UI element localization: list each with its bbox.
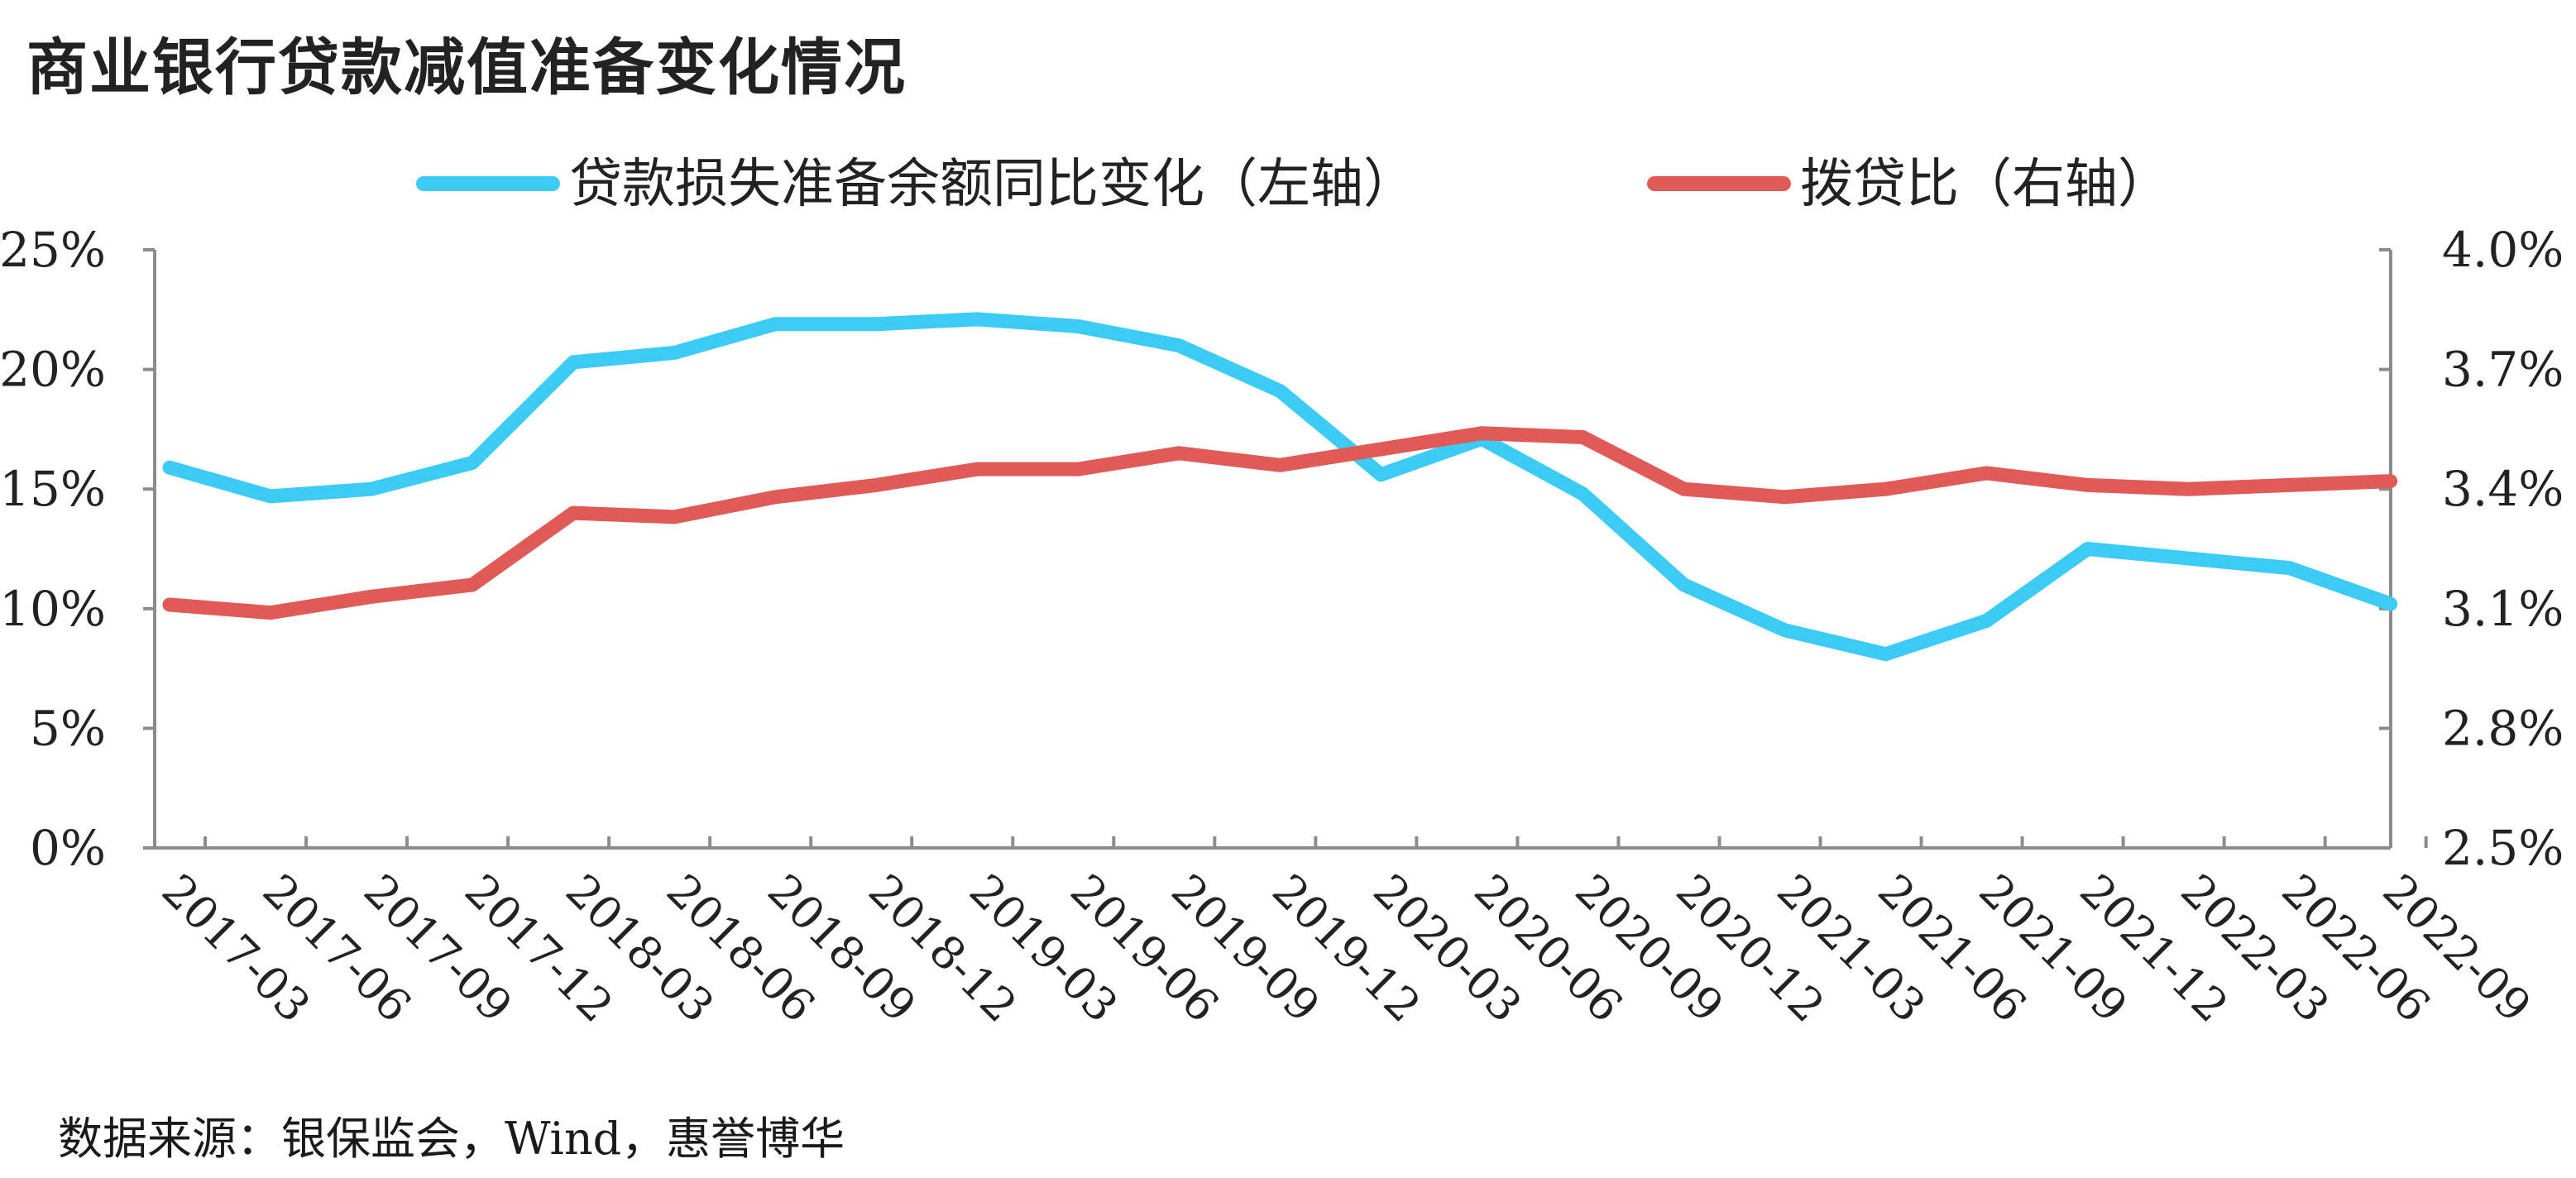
right-tick-label: 3.1%	[2442, 581, 2564, 637]
right-tick-label: 3.4%	[2442, 461, 2564, 517]
right-tick-label: 2.8%	[2442, 700, 2564, 756]
legend-label-left-series: 贷款损失准备余额同比变化（左轴）	[569, 154, 1416, 215]
left-tick-label: 10%	[0, 581, 106, 637]
axes	[153, 250, 2392, 850]
right-tick-label: 4.0%	[2442, 222, 2564, 278]
left-tick-label: 0%	[30, 820, 106, 876]
legend-label-right-series: 拨贷比（右轴）	[1800, 154, 2171, 215]
series-line-loan-loss-reserve-yoy	[162, 312, 2398, 662]
left-tick-label: 20%	[0, 342, 106, 398]
left-axis-ticks: 0% 5% 10% 15% 20% 25%	[0, 222, 155, 876]
right-tick-label: 2.5%	[2442, 820, 2564, 876]
left-tick-label: 15%	[0, 461, 106, 517]
left-tick-label: 5%	[30, 700, 106, 756]
legend: 贷款损失准备余额同比变化（左轴） 拨贷比（右轴）	[416, 154, 2171, 215]
x-axis-ticks: 2017-032017-062017-092017-122018-032018-…	[152, 836, 2541, 1032]
left-tick-label: 25%	[0, 222, 106, 278]
source-note: 数据来源：银保监会，Wind，惠誉博华	[58, 1113, 845, 1165]
series-lines	[162, 312, 2398, 662]
right-axis-ticks: 2.5% 2.8% 3.1% 3.4% 3.7% 4.0%	[2379, 222, 2564, 876]
series-line-provision-ratio	[162, 426, 2398, 620]
right-tick-label: 3.7%	[2442, 342, 2564, 398]
chart-title: 商业银行贷款减值准备变化情况	[26, 32, 907, 103]
